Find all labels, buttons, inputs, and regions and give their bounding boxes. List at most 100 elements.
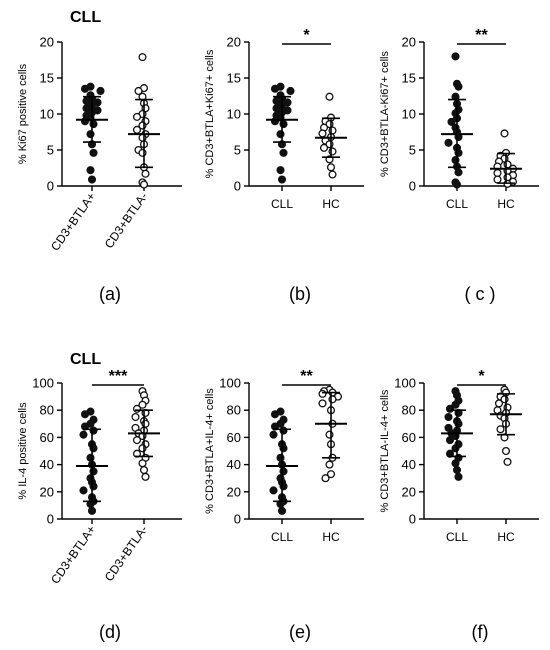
y-tick-label: 0: [409, 512, 416, 527]
data-point-open: [132, 436, 142, 445]
y-axis-label: % CD3+BTLA+IL-4+ cells: [204, 388, 216, 514]
y-tick-label: 40: [227, 457, 241, 472]
y-tick-label: 5: [47, 143, 54, 158]
category-label: CLL: [446, 530, 468, 544]
significance-label: *: [478, 368, 485, 385]
data-point-open: [138, 400, 147, 409]
group-title-top: CLL: [70, 9, 101, 26]
category-label: CD3+BTLA+: [48, 523, 98, 587]
category-label: CD3+BTLA-: [102, 523, 151, 584]
data-point-filled: [451, 156, 460, 165]
data-point-open: [318, 389, 327, 398]
data-point-open: [328, 395, 337, 404]
y-tick-label: 100: [32, 376, 54, 391]
data-point-filled: [276, 453, 285, 462]
y-tick-label: 10: [227, 107, 241, 122]
y-tick-label: 60: [227, 430, 241, 445]
data-point-filled: [87, 175, 97, 184]
y-tick-label: 80: [402, 403, 416, 418]
data-point-open: [139, 465, 149, 475]
y-tick-label: 0: [409, 179, 416, 194]
group-title-bottom: CLL: [70, 351, 101, 368]
y-tick-label: 15: [402, 71, 416, 86]
data-point-filled: [80, 410, 90, 419]
data-point-filled: [269, 430, 278, 439]
data-point-open: [326, 470, 336, 479]
data-point-open: [503, 457, 512, 466]
data-point-filled: [454, 82, 463, 91]
data-point-open: [318, 399, 327, 408]
significance-label: ***: [109, 368, 128, 385]
panel-label: (e): [289, 622, 311, 642]
y-axis-label: % CD3+BTLA-Ki67+ cells: [379, 51, 391, 177]
significance-label: *: [303, 27, 310, 44]
data-point-filled: [452, 465, 462, 475]
data-point-open: [496, 425, 505, 434]
y-tick-label: 20: [227, 484, 241, 499]
y-tick-label: 20: [402, 35, 416, 50]
data-point-filled: [454, 148, 463, 157]
y-axis-label: % Ki67 positive cells: [17, 63, 29, 164]
data-point-open: [132, 112, 142, 121]
panel-6: 0 20 40 60 80 100% CD3+BTLA-IL-4+ cells CLL HC *…: [379, 368, 539, 642]
panel-label: (b): [289, 284, 311, 304]
data-point-filled: [96, 86, 105, 96]
panel-label: ( c ): [465, 284, 496, 304]
data-point-filled: [444, 138, 453, 147]
y-tick-label: 40: [402, 457, 416, 472]
data-point-filled: [452, 180, 462, 189]
y-tick-label: 15: [40, 71, 54, 86]
y-tick-label: 20: [227, 35, 241, 50]
y-tick-label: 60: [402, 430, 416, 445]
data-point-filled: [79, 486, 88, 495]
data-point-open: [321, 474, 330, 483]
data-point-filled: [276, 166, 285, 175]
category-label: CD3+BTLA-: [102, 190, 151, 251]
data-point-open: [131, 412, 140, 422]
data-point-filled: [277, 175, 287, 184]
category-label: HC: [497, 197, 515, 211]
data-point-filled: [86, 130, 95, 139]
data-point-filled: [86, 166, 95, 175]
data-point-open: [141, 472, 150, 481]
data-point-filled: [451, 52, 460, 61]
panel-label: (d): [99, 622, 121, 642]
y-tick-label: 0: [47, 179, 54, 194]
data-point-filled: [89, 444, 98, 453]
category-label: HC: [497, 530, 515, 544]
y-tick-label: 100: [219, 376, 241, 391]
data-point-filled: [447, 117, 456, 126]
data-point-filled: [279, 444, 288, 453]
data-point-filled: [451, 444, 460, 453]
y-tick-label: 60: [40, 430, 54, 445]
data-point-open: [139, 180, 149, 189]
data-point-open: [138, 133, 147, 142]
data-point-open: [493, 168, 502, 178]
y-axis-label: % CD3+BTLA+Ki67+ cells: [204, 49, 216, 178]
data-point-filled: [270, 84, 280, 93]
data-point-filled: [269, 486, 278, 495]
data-point-open: [328, 126, 337, 135]
category-label: CLL: [271, 197, 293, 211]
panel-1: 0 5 10 15 20 % Ki67 positive cells CD3+BTLA+ CD…: [17, 35, 182, 304]
data-point-filled: [454, 472, 463, 481]
data-point-open: [318, 129, 327, 138]
data-point-filled: [80, 84, 90, 93]
y-axis-label: % IL-4 positive cells: [17, 402, 29, 500]
y-tick-label: 20: [40, 35, 54, 50]
panel-4: 0 20 40 60 80 100% IL-4 positive cells CD3+BTL…: [17, 368, 182, 642]
category-label: CD3+BTLA+: [48, 190, 98, 254]
data-point-filled: [279, 467, 288, 476]
significance-label: **: [475, 27, 488, 44]
data-point-filled: [451, 400, 460, 409]
data-point-open: [141, 419, 150, 428]
category-label: CLL: [271, 530, 293, 544]
data-point-filled: [79, 430, 88, 439]
data-point-filled: [279, 120, 288, 129]
data-point-filled: [89, 467, 98, 476]
y-tick-label: 10: [402, 107, 416, 122]
data-point-open: [325, 460, 334, 469]
data-point-open: [132, 125, 142, 134]
y-tick-label: 80: [227, 403, 241, 418]
